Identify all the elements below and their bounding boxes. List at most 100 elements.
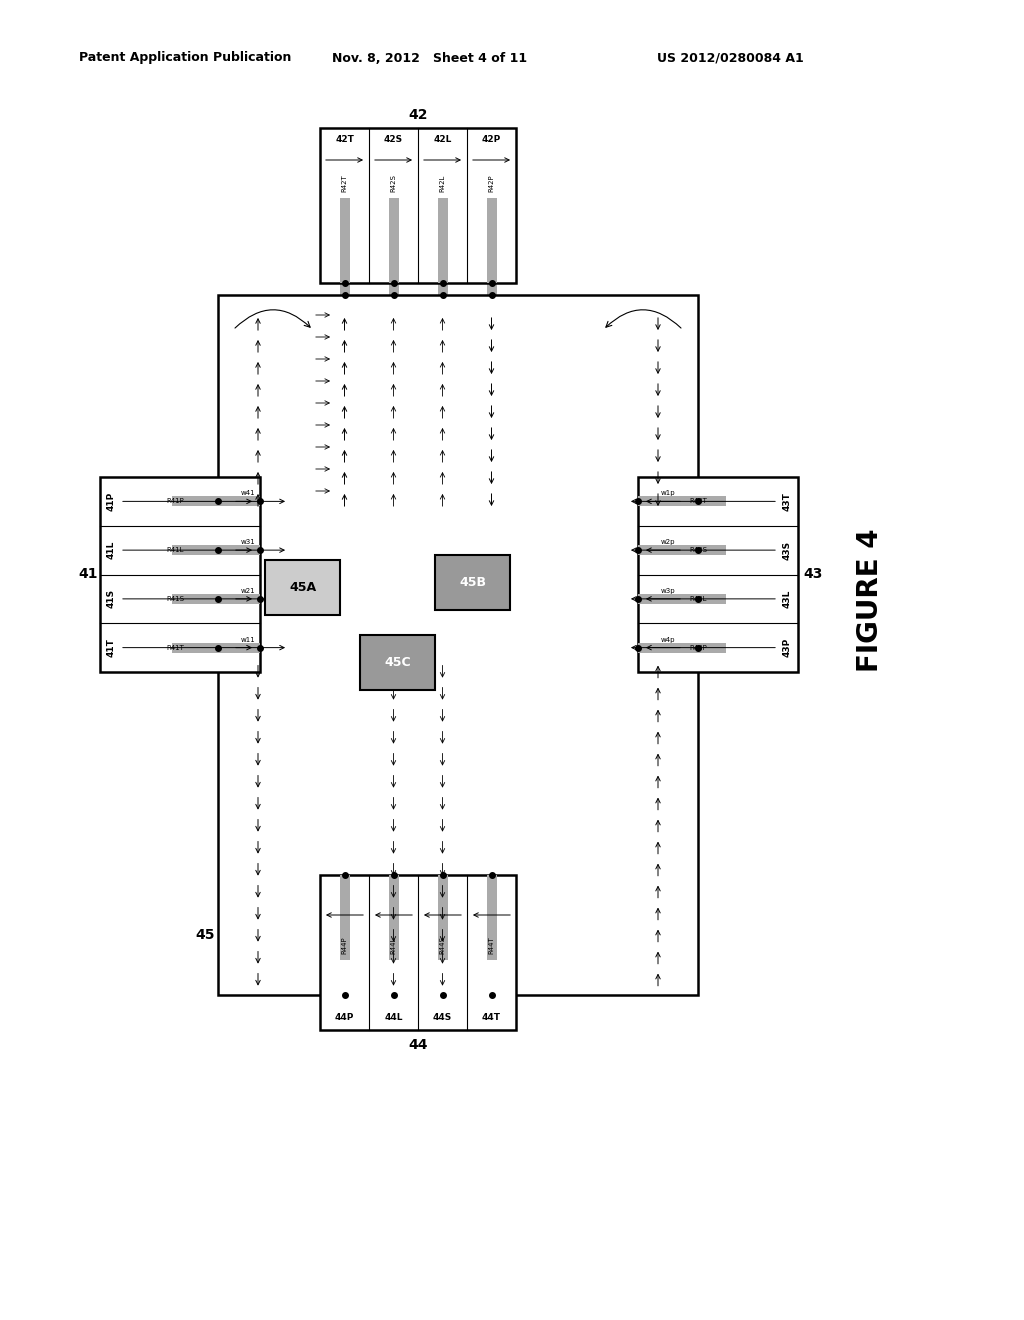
Bar — [265, 560, 340, 615]
Text: 45B: 45B — [459, 576, 486, 589]
Text: 42: 42 — [409, 108, 428, 121]
Text: 43T: 43T — [782, 492, 792, 511]
Bar — [388, 294, 398, 995]
Bar — [638, 496, 726, 507]
Bar — [340, 875, 349, 995]
Bar — [437, 294, 447, 995]
Text: 43S: 43S — [782, 541, 792, 560]
Text: 41S: 41S — [106, 589, 116, 609]
Text: 42L: 42L — [433, 135, 452, 144]
Bar — [233, 310, 313, 350]
Text: R44S: R44S — [439, 936, 445, 954]
Bar — [437, 282, 447, 294]
Text: R42S: R42S — [390, 174, 396, 191]
Text: 42P: 42P — [482, 135, 501, 144]
Text: w11: w11 — [241, 636, 255, 643]
Bar — [218, 545, 260, 556]
Text: 43P: 43P — [782, 638, 792, 657]
Text: 42S: 42S — [384, 135, 403, 144]
Text: US 2012/0280084 A1: US 2012/0280084 A1 — [656, 51, 804, 65]
Bar — [638, 594, 726, 603]
Text: 43: 43 — [803, 568, 822, 582]
Bar — [388, 875, 398, 960]
Bar — [223, 657, 323, 990]
Text: 44: 44 — [409, 1038, 428, 1052]
Bar — [218, 496, 698, 507]
Bar — [638, 643, 698, 652]
Bar — [340, 198, 349, 282]
Text: R41S: R41S — [166, 595, 184, 602]
Bar — [340, 875, 349, 960]
Text: R41L: R41L — [166, 546, 183, 553]
Text: 42T: 42T — [335, 135, 354, 144]
Bar — [388, 282, 398, 294]
Bar — [486, 198, 497, 282]
Text: 41L: 41L — [106, 541, 116, 560]
Text: 44P: 44P — [335, 1014, 354, 1023]
Bar — [638, 545, 726, 556]
Bar — [388, 875, 398, 995]
Text: 44T: 44T — [482, 1014, 501, 1023]
Text: 41T: 41T — [106, 638, 116, 657]
Text: w1p: w1p — [660, 490, 675, 496]
Text: R42T: R42T — [341, 174, 347, 191]
Text: 45A: 45A — [289, 581, 316, 594]
Bar — [218, 294, 698, 995]
Text: 44L: 44L — [384, 1014, 402, 1023]
Bar — [172, 545, 260, 556]
Bar — [437, 875, 447, 960]
Bar — [638, 594, 698, 603]
Bar — [172, 496, 260, 507]
Bar — [172, 594, 260, 603]
Text: R43T: R43T — [689, 499, 707, 504]
Text: w21: w21 — [241, 587, 255, 594]
Text: R42P: R42P — [488, 174, 495, 191]
Text: w2p: w2p — [660, 539, 675, 545]
Text: w4p: w4p — [660, 636, 675, 643]
Bar — [437, 198, 447, 282]
Bar — [437, 875, 447, 995]
Bar — [486, 282, 497, 294]
Text: R44P: R44P — [341, 936, 347, 954]
Bar — [486, 294, 497, 995]
Bar — [435, 554, 510, 610]
Bar — [340, 282, 349, 294]
Text: 44S: 44S — [433, 1014, 453, 1023]
Text: R43P: R43P — [689, 644, 707, 651]
Text: 41: 41 — [78, 568, 97, 582]
Bar — [593, 300, 693, 496]
Text: R44T: R44T — [488, 936, 495, 954]
Bar — [486, 875, 497, 995]
Bar — [218, 643, 260, 652]
Bar — [638, 477, 798, 672]
Bar — [638, 496, 698, 507]
Bar — [486, 875, 497, 960]
Text: 45C: 45C — [384, 656, 411, 669]
Text: R41T: R41T — [166, 644, 184, 651]
Bar — [319, 875, 516, 1030]
Text: 41P: 41P — [106, 492, 116, 511]
Bar — [218, 594, 698, 603]
Text: 43L: 43L — [782, 590, 792, 609]
Bar — [218, 594, 260, 603]
Bar — [218, 496, 260, 507]
Text: R42L: R42L — [439, 174, 445, 191]
Text: Patent Application Publication: Patent Application Publication — [79, 51, 291, 65]
Bar — [593, 657, 693, 990]
Text: Nov. 8, 2012   Sheet 4 of 11: Nov. 8, 2012 Sheet 4 of 11 — [333, 51, 527, 65]
Bar — [388, 198, 398, 282]
Bar — [360, 635, 435, 690]
Bar — [638, 545, 698, 556]
Bar — [340, 294, 349, 995]
Text: R43S: R43S — [689, 546, 707, 553]
Bar — [638, 643, 726, 652]
Text: R41P: R41P — [166, 499, 184, 504]
Bar — [223, 300, 323, 496]
Bar — [319, 128, 516, 282]
Text: w41: w41 — [241, 490, 255, 496]
Text: R44L: R44L — [390, 936, 396, 953]
Text: w31: w31 — [241, 539, 255, 545]
Bar — [218, 545, 698, 556]
Text: R43L: R43L — [689, 595, 707, 602]
Bar — [100, 477, 260, 672]
